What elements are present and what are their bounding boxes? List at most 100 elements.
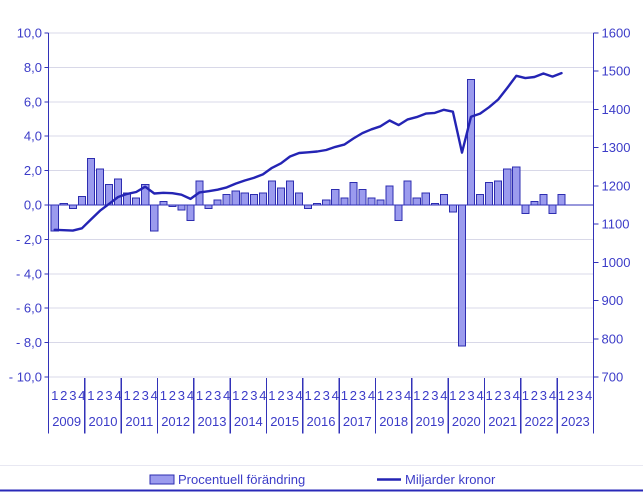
x-axis-year-label: 2020 bbox=[452, 414, 481, 429]
miljarder-kronor-line bbox=[53, 71, 563, 232]
x-axis-quarter-label: 1 bbox=[341, 388, 348, 403]
x-axis-quarter-label: 1 bbox=[305, 388, 312, 403]
x-axis-quarter-label: 3 bbox=[142, 388, 149, 403]
x-axis-quarter-label: 2 bbox=[133, 388, 140, 403]
x-axis-quarter-label: 4 bbox=[404, 388, 411, 403]
x-axis-quarter-label: 2 bbox=[350, 388, 357, 403]
bar-2022-q3 bbox=[539, 194, 548, 206]
right-axis-tick-label: 700 bbox=[602, 370, 624, 385]
x-axis-year-label: 2021 bbox=[488, 414, 517, 429]
bar-2022-q1 bbox=[521, 204, 530, 215]
x-axis-quarter-label: 2 bbox=[241, 388, 248, 403]
x-axis-year-label: 2010 bbox=[89, 414, 118, 429]
x-axis-quarter-label: 2 bbox=[277, 388, 284, 403]
x-axis-quarter-label: 3 bbox=[359, 388, 366, 403]
x-axis-quarter-label: 3 bbox=[576, 388, 583, 403]
line-series-label: Miljarder kronor bbox=[405, 472, 496, 487]
bar-2019-q1 bbox=[412, 197, 421, 206]
right-axis-tick-label: 1400 bbox=[602, 102, 631, 117]
x-axis-quarter-label: 4 bbox=[295, 388, 302, 403]
bar-2016-q3 bbox=[322, 199, 331, 206]
x-axis-quarter-label: 2 bbox=[531, 388, 538, 403]
x-axis-quarter-label: 1 bbox=[51, 388, 58, 403]
left-axis-tick-label: 8,0 bbox=[24, 60, 42, 75]
bar-2021-q1 bbox=[485, 182, 494, 206]
bar-2018-q1 bbox=[376, 199, 385, 206]
bar-2018-q4 bbox=[403, 180, 412, 206]
bar-2021-q4 bbox=[512, 166, 521, 206]
bar-2010-q2 bbox=[95, 168, 105, 206]
bar-2013-q3 bbox=[213, 199, 222, 206]
bar-2015-q2 bbox=[276, 187, 286, 206]
x-axis-quarter-label: 1 bbox=[522, 388, 529, 403]
x-axis-quarter-label: 1 bbox=[124, 388, 131, 403]
x-axis-quarter-label: 1 bbox=[449, 388, 456, 403]
x-axis-quarter-label: 2 bbox=[205, 388, 212, 403]
bar-2015-q3 bbox=[285, 180, 295, 206]
x-axis-quarter-label: 3 bbox=[178, 388, 185, 403]
right-axis-tick-label: 1000 bbox=[602, 255, 631, 270]
x-axis-quarter-label: 3 bbox=[286, 388, 293, 403]
x-axis-quarter-label: 4 bbox=[368, 388, 375, 403]
x-axis-quarter-label: 3 bbox=[69, 388, 76, 403]
bar-2009-q1 bbox=[50, 204, 59, 232]
left-axis-tick-label: - 10,0 bbox=[9, 370, 42, 385]
x-axis-year-label: 2023 bbox=[561, 414, 590, 429]
bar-2015-q4 bbox=[295, 192, 304, 206]
x-axis-year-label: 2013 bbox=[198, 414, 227, 429]
left-axis-tick-label: 6,0 bbox=[24, 94, 42, 109]
x-axis-quarter-label: 4 bbox=[223, 388, 230, 403]
x-axis-quarter-label: 3 bbox=[504, 388, 511, 403]
x-axis-year-label: 2011 bbox=[125, 414, 153, 429]
x-axis-quarter-label: 4 bbox=[440, 388, 447, 403]
x-axis-quarter-label: 2 bbox=[314, 388, 321, 403]
bar-series-label: Procentuell förändring bbox=[178, 472, 305, 487]
left-axis-tick-label: 10,0 bbox=[17, 26, 42, 41]
left-axis-tick-label: - 8,0 bbox=[16, 335, 42, 350]
x-axis-year-label: 2022 bbox=[525, 414, 554, 429]
bar-2020-q1 bbox=[448, 204, 457, 213]
x-axis-quarter-label: 4 bbox=[114, 388, 121, 403]
bar-2021-q3 bbox=[503, 168, 512, 206]
x-axis-quarter-label: 4 bbox=[259, 388, 266, 403]
x-axis-quarter-label: 1 bbox=[413, 388, 420, 403]
bar-2020-q4 bbox=[476, 194, 485, 206]
x-axis-quarter-label: 4 bbox=[549, 388, 556, 403]
x-axis-year-label: 2012 bbox=[161, 414, 190, 429]
bar-2012-q3 bbox=[177, 204, 186, 211]
bar-2020-q3 bbox=[466, 78, 476, 206]
x-axis-quarter-label: 1 bbox=[196, 388, 203, 403]
chart-legend: Procentuell förändring Miljarder kronor bbox=[149, 472, 496, 487]
x-axis-quarter-label: 4 bbox=[151, 388, 158, 403]
bar-2009-q4 bbox=[77, 195, 86, 206]
x-axis-year-label: 2019 bbox=[416, 414, 445, 429]
x-axis-quarter-label: 1 bbox=[232, 388, 239, 403]
x-axis-quarter-label: 3 bbox=[395, 388, 402, 403]
x-axis-quarter-label: 3 bbox=[214, 388, 221, 403]
bar-2023-q1 bbox=[557, 194, 566, 206]
bar-2018-q3 bbox=[394, 204, 403, 221]
right-axis-tick-label: 800 bbox=[602, 331, 624, 346]
right-axis-tick-label: 1300 bbox=[602, 140, 631, 155]
bar-2014-q1 bbox=[231, 190, 240, 206]
x-axis-quarter-label: 3 bbox=[431, 388, 438, 403]
bar-2014-q3 bbox=[249, 194, 258, 206]
bar-2019-q4 bbox=[439, 194, 448, 206]
x-axis-quarter-label: 4 bbox=[513, 388, 520, 403]
bar-2011-q2 bbox=[132, 197, 141, 206]
bar-2021-q2 bbox=[494, 180, 503, 206]
x-axis-quarter-label: 2 bbox=[96, 388, 103, 403]
bar-2017-q2 bbox=[349, 182, 358, 206]
right-axis-tick-label: 1100 bbox=[602, 217, 630, 232]
left-axis-tick-label: 0,0 bbox=[24, 198, 42, 213]
x-axis-year-label: 2017 bbox=[343, 414, 372, 429]
right-axis-tick-label: 1200 bbox=[602, 178, 631, 193]
x-axis-quarter-label: 2 bbox=[422, 388, 429, 403]
x-axis-quarter-label: 3 bbox=[467, 388, 474, 403]
bar-2019-q2 bbox=[421, 192, 430, 206]
x-axis-quarter-label: 1 bbox=[268, 388, 275, 403]
x-axis-quarter-label: 4 bbox=[585, 388, 592, 403]
right-axis-tick-label: 1500 bbox=[602, 64, 631, 79]
